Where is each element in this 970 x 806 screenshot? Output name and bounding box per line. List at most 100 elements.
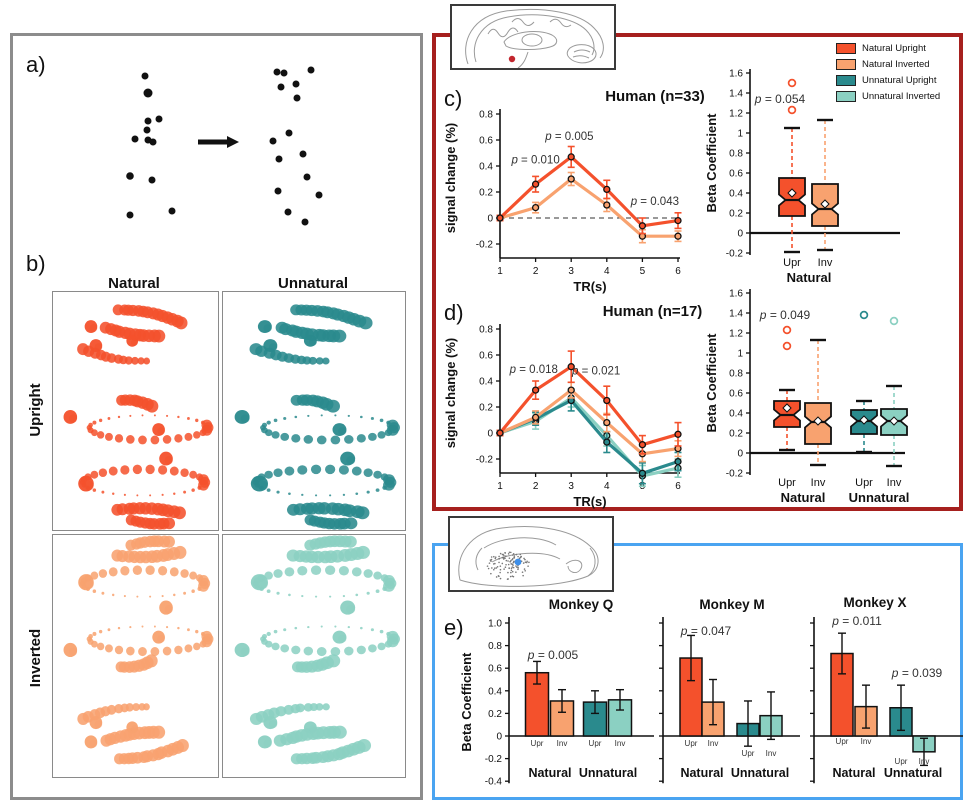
svg-text:-0.2: -0.2 xyxy=(476,240,494,251)
svg-text:0.6: 0.6 xyxy=(729,169,743,180)
legend-item: Natural Upright xyxy=(836,40,962,56)
monkey-brain-inset xyxy=(448,516,614,592)
svg-text:-0.2: -0.2 xyxy=(485,754,503,765)
svg-text:1.2: 1.2 xyxy=(729,329,743,340)
svg-text:0.2: 0.2 xyxy=(479,188,493,199)
svg-text:0.4: 0.4 xyxy=(729,189,743,200)
svg-text:0.2: 0.2 xyxy=(479,403,493,414)
svg-text:Unnatural: Unnatural xyxy=(579,766,637,780)
svg-text:1: 1 xyxy=(737,129,743,140)
svg-text:TR(s): TR(s) xyxy=(573,279,606,294)
human-brain-inset xyxy=(450,4,616,70)
row-header-inverted: Inverted xyxy=(27,628,44,688)
human-n17-beta-coefficient-box-plot: 1.6 1.4 1.2 1 0.8 0.6 0.4 0.2 0 -0.2 Beta Coeffici… xyxy=(704,289,910,506)
svg-text:signal change (%): signal change (%) xyxy=(443,338,458,449)
svg-text:Inv: Inv xyxy=(615,739,626,748)
point-light-display-graphic xyxy=(126,66,323,226)
legend-item: Natural Inverted xyxy=(836,56,962,72)
panel-b-label: b) xyxy=(26,251,46,276)
svg-text:p = 0.021: p = 0.021 xyxy=(571,366,620,378)
svg-text:0: 0 xyxy=(737,229,743,240)
svg-text:Natural: Natural xyxy=(787,270,832,285)
stimulus-natural-upright xyxy=(52,291,219,531)
svg-text:0.2: 0.2 xyxy=(729,429,743,440)
svg-text:Upr: Upr xyxy=(855,477,873,489)
svg-text:p = 0.011: p = 0.011 xyxy=(831,614,882,628)
svg-text:0.4: 0.4 xyxy=(479,162,493,173)
svg-text:Monkey X: Monkey X xyxy=(843,595,906,610)
svg-text:TR(s): TR(s) xyxy=(573,494,606,509)
svg-text:1.6: 1.6 xyxy=(729,289,743,300)
svg-text:Upr: Upr xyxy=(589,739,602,748)
legend-label: Unnatural Inverted xyxy=(862,90,941,102)
svg-text:-0.2: -0.2 xyxy=(726,249,744,260)
svg-text:Beta Coefficient: Beta Coefficient xyxy=(704,333,719,433)
svg-text:0.8: 0.8 xyxy=(729,149,743,160)
svg-text:Upr: Upr xyxy=(742,749,755,758)
svg-text:0.8: 0.8 xyxy=(488,641,502,652)
svg-text:0.4: 0.4 xyxy=(479,377,493,388)
svg-text:0.4: 0.4 xyxy=(729,409,743,420)
svg-text:p = 0.039: p = 0.039 xyxy=(891,666,943,680)
svg-text:p = 0.005: p = 0.005 xyxy=(527,648,579,662)
legend-swatch-unnatural-inverted xyxy=(836,90,856,102)
panel-c-title: Human (n=33) xyxy=(605,88,705,105)
svg-text:0.8: 0.8 xyxy=(729,369,743,380)
svg-text:Inv: Inv xyxy=(557,739,568,748)
stimulus-unnatural-inverted-graphic xyxy=(234,535,400,765)
svg-text:p = 0.054: p = 0.054 xyxy=(754,92,806,106)
legend-item: Unnatural Upright xyxy=(836,72,962,88)
svg-text:Upr: Upr xyxy=(783,257,801,269)
stimulus-panel-frame: a) b) Natural Unnatural Upright Inverted xyxy=(10,33,423,800)
svg-text:Beta Coefficient: Beta Coefficient xyxy=(459,652,474,752)
svg-text:-0.2: -0.2 xyxy=(726,469,744,480)
svg-text:Monkey Q: Monkey Q xyxy=(549,597,614,612)
svg-text:2: 2 xyxy=(533,266,539,277)
monkey-x-bar-chart: Monkey X Upr Inv Upr Inv Natural Unnatural p = … xyxy=(810,595,963,784)
stimulus-unnatural-inverted xyxy=(222,534,406,778)
human-results-frame xyxy=(432,33,963,511)
svg-text:-0.2: -0.2 xyxy=(476,455,494,466)
svg-text:Inv: Inv xyxy=(766,749,777,758)
svg-text:0.6: 0.6 xyxy=(479,351,493,362)
svg-text:Natural: Natural xyxy=(680,766,723,780)
svg-text:Upr: Upr xyxy=(685,739,698,748)
svg-text:4: 4 xyxy=(604,266,610,277)
svg-text:5: 5 xyxy=(640,266,646,277)
panel-c-label: c) xyxy=(444,86,463,111)
monkey-m-bar-chart: Monkey M Upr Inv Upr Inv Natural Unnatural p = … xyxy=(659,597,800,784)
svg-text:1.4: 1.4 xyxy=(729,309,743,320)
svg-text:signal change (%): signal change (%) xyxy=(443,123,458,234)
panel-d-title: Human (n=17) xyxy=(602,303,703,320)
svg-text:3: 3 xyxy=(568,481,574,492)
svg-text:0.8: 0.8 xyxy=(479,325,493,336)
legend-swatch-natural-upright xyxy=(836,42,856,54)
hypothalamus-marker-dot xyxy=(508,55,516,63)
svg-text:Upr: Upr xyxy=(895,757,908,766)
legend-swatch-unnatural-upright xyxy=(836,74,856,86)
monkey-q-bar-chart: Monkey Q 1.0 0.8 0.6 0.4 0.2 0 -0.2 -0.4 Beta Coe… xyxy=(459,597,654,788)
amygdala-marker-dot xyxy=(514,558,522,566)
svg-text:1: 1 xyxy=(497,481,503,492)
svg-text:Unnatural: Unnatural xyxy=(849,490,910,505)
svg-text:0: 0 xyxy=(737,449,743,460)
svg-text:Inv: Inv xyxy=(861,737,872,746)
svg-text:2: 2 xyxy=(533,481,539,492)
row-header-upright: Upright xyxy=(27,383,44,437)
legend-item: Unnatural Inverted xyxy=(836,88,962,104)
svg-text:Inv: Inv xyxy=(811,477,826,489)
svg-text:0.6: 0.6 xyxy=(479,136,493,147)
svg-text:1.2: 1.2 xyxy=(729,109,743,120)
legend-label: Natural Upright xyxy=(862,42,926,54)
stimulus-unnatural-upright xyxy=(222,291,406,531)
svg-text:Inv: Inv xyxy=(919,757,930,766)
svg-text:0: 0 xyxy=(487,214,493,225)
panel-d-label: d) xyxy=(444,300,464,325)
svg-text:1: 1 xyxy=(497,266,503,277)
svg-text:-0.4: -0.4 xyxy=(485,777,503,788)
svg-text:Upr: Upr xyxy=(778,477,796,489)
svg-text:Upr: Upr xyxy=(531,739,544,748)
legend-label: Unnatural Upright xyxy=(862,74,937,86)
svg-text:p = 0.005: p = 0.005 xyxy=(544,131,593,143)
